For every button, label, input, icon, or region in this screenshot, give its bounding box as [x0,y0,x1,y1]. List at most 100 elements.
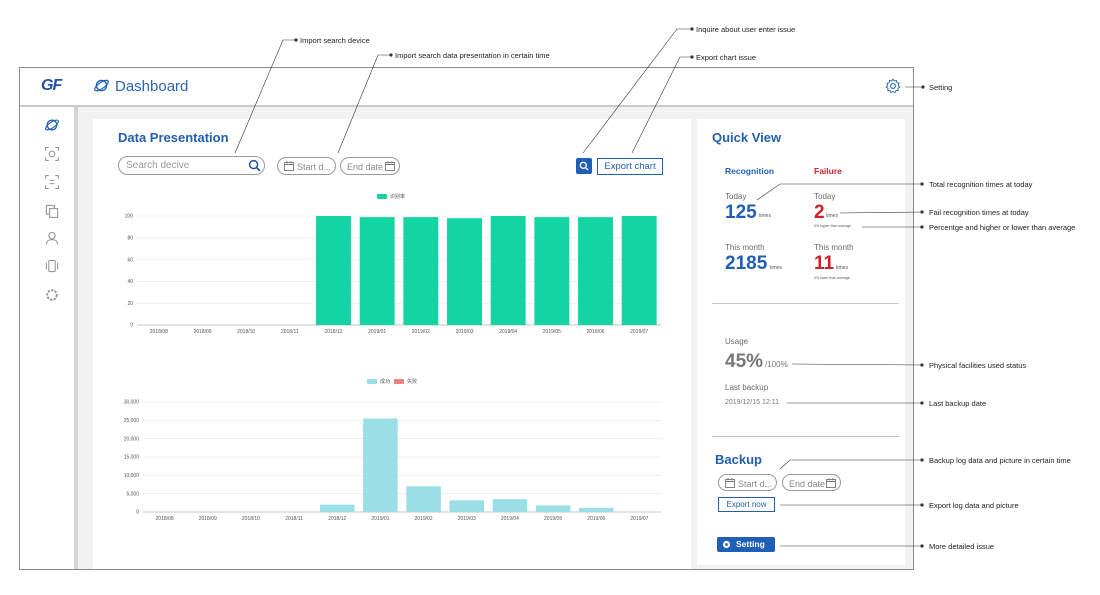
end-date-input[interactable]: End date [340,157,400,175]
x-tick-label: 2019/01 [368,329,386,335]
scan-frame-icon[interactable] [44,174,60,190]
x-tick-label: 2018/11 [281,329,299,335]
settings-ring-icon[interactable] [44,287,60,303]
bar [447,218,482,325]
x-tick-label: 2018/11 [285,516,303,522]
annotation-label: Percentge and higher or lower than avera… [929,223,1076,232]
failure-label: Failure [814,166,842,176]
annotation-label: Import search data presentation in certa… [395,51,550,60]
annotation-label: Export chart issue [696,53,757,62]
section-title: Data Presentation [118,130,229,145]
unit-label: times [759,213,771,219]
quick-view-title: Quick View [712,130,782,145]
annotation-label: Total recognition times at today [929,180,1033,189]
y-tick-label: 30,000 [124,400,140,406]
bar [406,486,441,512]
calendar-icon [385,161,395,171]
export-now-button[interactable]: Export now [718,497,775,512]
usage-value: 45% [725,351,764,372]
failure-month-value: 11 [814,253,835,274]
bar [492,499,528,512]
x-tick-label: 2019/06 [587,516,605,522]
divider [712,436,899,437]
x-tick-label: 2018/12 [328,516,346,522]
x-tick-label: 2019/01 [371,516,389,522]
annotation-label: Physical facilities used status [929,361,1027,370]
usage-label: Usage [725,337,749,346]
scan-face-icon[interactable] [44,146,60,162]
bar [403,217,439,325]
unit-label: times [770,265,782,271]
backup-end-date-input[interactable]: End date [782,474,841,491]
month-label: This month [814,243,854,252]
bar [449,500,485,512]
y-tick-label: 60 [127,257,133,263]
annotation-label: Export log data and picture [929,501,1019,510]
today-label: Today [725,192,747,201]
page-title: Dashboard [115,78,189,95]
bar [316,216,351,325]
end-date-placeholder: End date [789,479,826,489]
x-tick-label: 2019/05 [543,329,561,335]
backup-title: Backup [715,452,762,467]
gear-icon[interactable] [885,78,901,94]
failure-month-note: 0% lower than average [814,276,850,280]
x-tick-label: 2019/03 [458,516,476,522]
start-date-placeholder: Start d... [297,162,332,172]
y-tick-label: 20,000 [124,436,140,442]
legend-label: 识别率 [390,193,405,200]
bar [490,216,526,325]
phone-vibrate-icon[interactable] [44,258,60,274]
planet-icon[interactable] [44,117,60,133]
search-icon[interactable] [248,159,261,172]
calendar-icon [284,161,294,171]
setting-button[interactable]: Setting [717,537,775,552]
y-tick-label: 5,000 [126,491,139,497]
bar [363,418,398,512]
query-button[interactable] [576,158,592,174]
start-date-input[interactable]: Start d... [277,157,336,175]
x-tick-label: 2018/08 [150,329,168,335]
calendar-icon [826,478,836,488]
export-chart-button[interactable]: Export chart [597,158,663,175]
annotation-label: Inquire about user enter issue [696,25,796,34]
annotation-label: Setting [929,83,953,92]
y-tick-label: 100 [125,214,134,220]
y-tick-label: 10,000 [124,473,140,479]
x-tick-label: 2019/04 [499,329,517,335]
x-tick-label: 2018/09 [193,329,211,335]
bar [535,505,571,512]
y-tick-label: 0 [130,323,133,329]
bar [621,216,657,325]
last-backup-date: 2019/12/15 12:11 [725,399,779,406]
search-input[interactable]: Search decive [118,156,265,175]
gear-icon [722,540,731,549]
y-tick-label: 25,000 [124,418,140,424]
copy-icon[interactable] [44,203,60,219]
today-label: Today [814,192,836,201]
bar [319,504,355,512]
recognition-label: Recognition [725,166,775,176]
legend-label: 失败 [407,378,417,385]
x-tick-label: 2019/05 [544,516,562,522]
bar [578,217,613,325]
recognition-month-value: 2185 [725,253,768,274]
user-icon[interactable] [44,230,60,246]
x-tick-label: 2018/09 [199,516,217,522]
failure-today-value: 2 [814,202,825,223]
unit-label: times [826,213,838,219]
x-tick-label: 2019/07 [630,516,648,522]
x-tick-label: 2018/12 [324,329,342,335]
annotation-label: More detailed issue [929,542,995,551]
logo: GF [41,77,62,94]
backup-start-date-input[interactable]: Start d... [718,474,777,491]
failure-today-note: 0% higher than average [814,224,852,228]
annotation-label: Last backup date [929,399,987,408]
x-tick-label: 2019/04 [501,516,519,522]
planet-icon [94,79,109,92]
recognition-today-value: 125 [725,202,757,223]
x-tick-label: 2018/08 [156,516,174,522]
x-tick-label: 2018/10 [242,516,260,522]
y-tick-label: 40 [127,279,133,285]
